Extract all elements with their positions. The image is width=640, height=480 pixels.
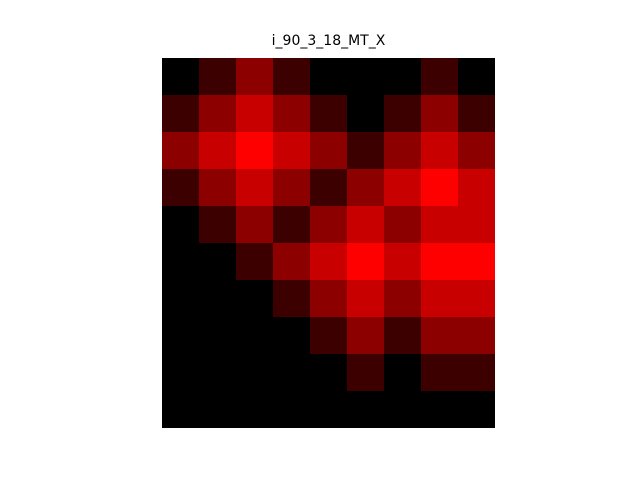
heatmap-cell-r5-c2 (236, 243, 274, 281)
heatmap-cell-r6-c1 (199, 280, 237, 318)
heatmap-cell-r1-c2 (236, 95, 274, 133)
heatmap-cell-r3-c2 (236, 169, 274, 207)
heatmap-cell-r2-c4 (310, 132, 348, 170)
heatmap-cell-r1-c4 (310, 95, 348, 133)
heatmap-cell-r7-c7 (421, 317, 459, 355)
heatmap-cell-r6-c2 (236, 280, 274, 318)
heatmap-cell-r1-c3 (273, 95, 311, 133)
heatmap-cell-r9-c0 (162, 391, 200, 428)
heatmap-cell-r9-c4 (310, 391, 348, 428)
heatmap-cell-r2-c2 (236, 132, 274, 170)
heatmap-cell-r5-c6 (384, 243, 422, 281)
heatmap-cell-r8-c4 (310, 354, 348, 392)
heatmap-cell-r0-c6 (384, 58, 422, 96)
heatmap-cell-r7-c8 (458, 317, 495, 355)
heatmap-cell-r7-c1 (199, 317, 237, 355)
heatmap-cell-r0-c5 (347, 58, 385, 96)
heatmap-cell-r9-c3 (273, 391, 311, 428)
heatmap-cell-r9-c2 (236, 391, 274, 428)
heatmap-plot (162, 58, 495, 428)
heatmap-cell-r6-c8 (458, 280, 495, 318)
heatmap-cell-r3-c6 (384, 169, 422, 207)
heatmap-cell-r1-c7 (421, 95, 459, 133)
heatmap-cell-r3-c3 (273, 169, 311, 207)
heatmap-cell-r8-c6 (384, 354, 422, 392)
heatmap-cell-r2-c8 (458, 132, 495, 170)
heatmap-cell-r2-c0 (162, 132, 200, 170)
heatmap-cell-r4-c6 (384, 206, 422, 244)
heatmap-cell-r2-c7 (421, 132, 459, 170)
heatmap-cell-r0-c0 (162, 58, 200, 96)
heatmap-cell-r0-c7 (421, 58, 459, 96)
heatmap-cell-r7-c5 (347, 317, 385, 355)
heatmap-cell-r6-c0 (162, 280, 200, 318)
heatmap-cell-r9-c5 (347, 391, 385, 428)
heatmap-cell-r3-c8 (458, 169, 495, 207)
heatmap-cell-r9-c7 (421, 391, 459, 428)
heatmap-cell-r0-c2 (236, 58, 274, 96)
heatmap-cell-r6-c5 (347, 280, 385, 318)
heatmap-cell-r5-c1 (199, 243, 237, 281)
heatmap-cell-r0-c1 (199, 58, 237, 96)
heatmap-cell-r3-c7 (421, 169, 459, 207)
heatmap-cell-r3-c4 (310, 169, 348, 207)
heatmap-cell-r4-c3 (273, 206, 311, 244)
heatmap-cell-r8-c2 (236, 354, 274, 392)
heatmap-cell-r2-c1 (199, 132, 237, 170)
heatmap-cell-r2-c5 (347, 132, 385, 170)
heatmap-cell-r4-c7 (421, 206, 459, 244)
heatmap-cell-r7-c3 (273, 317, 311, 355)
heatmap-cell-r6-c7 (421, 280, 459, 318)
heatmap-cell-r5-c8 (458, 243, 495, 281)
chart-title: i_90_3_18_MT_X (271, 33, 386, 49)
heatmap-cell-r4-c1 (199, 206, 237, 244)
heatmap-cell-r7-c0 (162, 317, 200, 355)
heatmap-cell-r9-c1 (199, 391, 237, 428)
heatmap-cell-r4-c8 (458, 206, 495, 244)
heatmap-cell-r4-c5 (347, 206, 385, 244)
heatmap-cell-r4-c2 (236, 206, 274, 244)
heatmap-cell-r9-c8 (458, 391, 495, 428)
heatmap-cell-r1-c5 (347, 95, 385, 133)
heatmap-cell-r5-c3 (273, 243, 311, 281)
heatmap-cell-r8-c3 (273, 354, 311, 392)
heatmap-cell-r3-c1 (199, 169, 237, 207)
heatmap-cell-r3-c5 (347, 169, 385, 207)
heatmap-cell-r3-c0 (162, 169, 200, 207)
heatmap-cell-r1-c0 (162, 95, 200, 133)
heatmap-cell-r9-c6 (384, 391, 422, 428)
heatmap-cell-r8-c0 (162, 354, 200, 392)
heatmap-cell-r6-c6 (384, 280, 422, 318)
heatmap-svg (162, 58, 495, 428)
heatmap-cell-r0-c8 (458, 58, 495, 96)
heatmap-cell-r4-c4 (310, 206, 348, 244)
heatmap-cell-r6-c3 (273, 280, 311, 318)
heatmap-cell-r8-c8 (458, 354, 495, 392)
heatmap-cell-r1-c1 (199, 95, 237, 133)
heatmap-cell-r5-c4 (310, 243, 348, 281)
heatmap-cell-r2-c6 (384, 132, 422, 170)
heatmap-cell-r7-c6 (384, 317, 422, 355)
heatmap-cell-r1-c6 (384, 95, 422, 133)
heatmap-cell-r8-c5 (347, 354, 385, 392)
heatmap-cell-r0-c4 (310, 58, 348, 96)
heatmap-cell-r6-c4 (310, 280, 348, 318)
heatmap-cell-r5-c5 (347, 243, 385, 281)
heatmap-cell-r0-c3 (273, 58, 311, 96)
heatmap-cell-r8-c1 (199, 354, 237, 392)
heatmap-cell-r7-c4 (310, 317, 348, 355)
heatmap-cell-r2-c3 (273, 132, 311, 170)
heatmap-cell-r4-c0 (162, 206, 200, 244)
heatmap-cell-r8-c7 (421, 354, 459, 392)
heatmap-cell-r7-c2 (236, 317, 274, 355)
heatmap-cell-r5-c0 (162, 243, 200, 281)
heatmap-cell-r1-c8 (458, 95, 495, 133)
heatmap-cell-r5-c7 (421, 243, 459, 281)
